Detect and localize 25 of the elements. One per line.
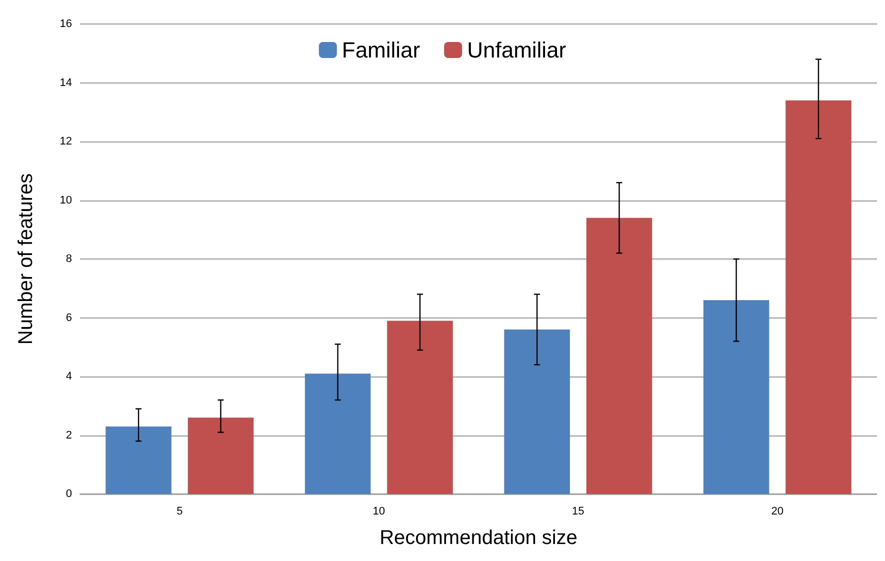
bar <box>387 320 453 494</box>
y-tick-label: 12 <box>60 136 72 148</box>
bar <box>703 300 770 494</box>
y-tick-label: 4 <box>66 370 72 382</box>
bar <box>586 218 652 494</box>
legend-label: Familiar <box>342 38 420 62</box>
x-tick-label: 15 <box>572 506 584 518</box>
bar <box>188 418 254 494</box>
x-axis-title: Recommendation size <box>380 527 578 549</box>
y-tick-label: 2 <box>66 429 72 442</box>
y-tick-label: 10 <box>60 194 72 206</box>
y-tick-label: 6 <box>66 312 72 324</box>
y-tick-label: 16 <box>60 18 72 30</box>
bar <box>106 426 172 494</box>
x-tick-label: 5 <box>176 506 183 518</box>
y-tick-label: 0 <box>66 488 72 500</box>
legend-label: Unfamiliar <box>467 38 566 62</box>
y-tick-label: 14 <box>60 76 72 89</box>
x-tick-label: 10 <box>372 506 385 518</box>
bar <box>786 100 852 494</box>
y-axis-title: Number of features <box>15 173 37 345</box>
y-tick-label: 8 <box>66 253 72 265</box>
bar <box>304 374 371 494</box>
bar <box>504 330 570 494</box>
x-tick-label: 20 <box>771 506 784 518</box>
